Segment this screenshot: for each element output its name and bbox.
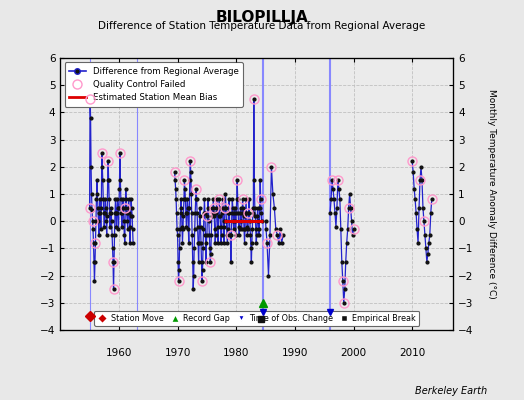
- Text: Berkeley Earth: Berkeley Earth: [415, 386, 487, 396]
- Text: 1990: 1990: [282, 348, 308, 358]
- Text: 1960: 1960: [106, 348, 132, 358]
- Text: 2000: 2000: [341, 348, 367, 358]
- Text: 2010: 2010: [399, 348, 425, 358]
- Text: BILOPILLJA: BILOPILLJA: [215, 10, 309, 25]
- Y-axis label: Monthly Temperature Anomaly Difference (°C): Monthly Temperature Anomaly Difference (…: [487, 89, 496, 299]
- Legend: Station Move, Record Gap, Time of Obs. Change, Empirical Break: Station Move, Record Gap, Time of Obs. C…: [94, 310, 419, 326]
- Text: Difference of Station Temperature Data from Regional Average: Difference of Station Temperature Data f…: [99, 21, 425, 31]
- Text: 1980: 1980: [223, 348, 249, 358]
- Text: 1970: 1970: [165, 348, 191, 358]
